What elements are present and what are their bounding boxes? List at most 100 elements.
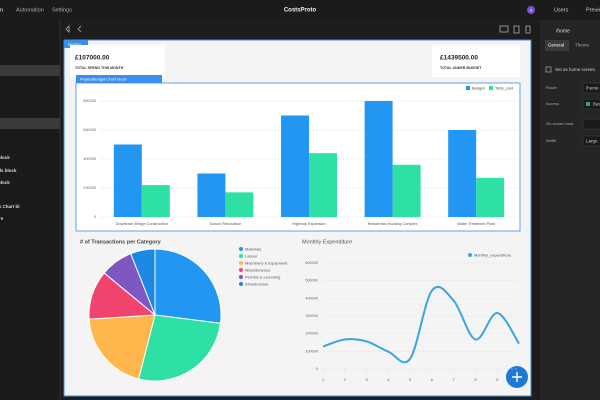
bar <box>448 130 477 217</box>
pie-slice <box>154 248 222 324</box>
legend-swatch <box>239 282 243 286</box>
pie-slice <box>88 314 156 380</box>
x-tick-label: Downtown Bridge Construction <box>116 222 168 226</box>
y-tick-label: 0 <box>94 215 96 219</box>
checkbox-label[interactable]: Set as home screen <box>555 67 596 72</box>
panel-tab[interactable]: General <box>548 43 564 48</box>
nav-tab[interactable]: Automation <box>16 7 44 13</box>
chart-title: Monthly Expenditure <box>302 239 352 245</box>
bar <box>309 153 337 217</box>
field-label: Width <box>546 138 556 143</box>
y-tick-label: 800000 <box>83 99 96 103</box>
bar <box>476 177 505 217</box>
card-label: TOTAL SPEND THIS MONTH <box>75 66 124 70</box>
legend-swatch <box>239 275 243 279</box>
x-tick-label: 1 <box>322 377 325 382</box>
y-tick-label: 600000 <box>83 128 96 132</box>
access-select[interactable] <box>582 98 600 110</box>
onload-input[interactable] <box>582 118 600 130</box>
y-tick-label: 400000 <box>83 157 96 161</box>
card-value: £107000.00 <box>75 55 110 62</box>
field-label: Access <box>546 101 559 106</box>
card <box>432 45 520 77</box>
preview-button[interactable]: Preview <box>586 7 600 13</box>
pie-slice <box>130 248 156 316</box>
legend-label[interactable]: Materials <box>245 247 261 252</box>
legend-swatch <box>489 86 493 90</box>
field-value[interactable]: Basic <box>593 102 600 107</box>
row-highlight <box>0 118 60 129</box>
x-tick-label: School Renovation <box>209 222 241 226</box>
component-item[interactable]: ions Chart bl <box>0 204 20 209</box>
chart-title: # of Transactions per Category <box>80 239 162 245</box>
field-value[interactable]: /home <box>586 86 599 91</box>
access-icon <box>586 102 590 106</box>
x-tick-label: Highway Expansion <box>292 222 325 226</box>
bar <box>225 192 254 217</box>
y-tick-label: 100000 <box>305 349 318 353</box>
legend-label[interactable]: Budget <box>472 86 486 91</box>
panel-tab[interactable]: Theme <box>575 43 590 48</box>
bar <box>141 185 170 217</box>
width-select[interactable] <box>582 135 600 147</box>
legend-label[interactable]: Labour <box>245 254 258 259</box>
route-input[interactable] <box>582 82 600 94</box>
screen-label: Screen <box>68 42 81 47</box>
nav-tab[interactable]: Settings <box>52 7 72 13</box>
legend-label[interactable]: Infrastructure <box>245 282 269 287</box>
card-value: £1439500.00 <box>440 55 478 62</box>
legend-label[interactable]: Total_cost <box>495 86 514 91</box>
users-button[interactable]: Users <box>554 7 569 13</box>
x-tick-label: 5 <box>409 377 412 382</box>
pie-slice <box>137 314 222 382</box>
component-item[interactable]: block <box>0 180 10 185</box>
component-item[interactable]: ards block <box>0 168 17 173</box>
legend-swatch <box>239 247 243 251</box>
screen-title: /home <box>556 28 570 34</box>
y-tick-label: 500000 <box>305 279 318 283</box>
screen-tag <box>64 40 88 48</box>
app-name: CostsProto <box>284 8 317 14</box>
y-tick-label: 400000 <box>305 296 318 300</box>
y-tick-label: 600000 <box>305 261 318 265</box>
x-tick-label: 4 <box>387 377 390 382</box>
legend-label[interactable]: Monthly_expenditure <box>474 253 512 258</box>
left-panel <box>0 20 60 400</box>
bar <box>392 164 421 217</box>
legend-label[interactable]: Miscellaneous <box>245 268 270 273</box>
x-tick-label: 9 <box>496 377 499 382</box>
component-item[interactable]: block <box>0 155 10 160</box>
card-label: TOTAL UNDER BUDGET <box>440 66 482 70</box>
legend-swatch <box>468 253 472 257</box>
legend-label[interactable]: Machinery & Equipment <box>245 261 288 266</box>
card <box>70 45 165 77</box>
legend-swatch <box>239 254 243 258</box>
x-tick-label: Residential Housing Complex <box>368 222 418 226</box>
x-tick-label: 8 <box>474 377 477 382</box>
avatar-letter: A <box>530 8 533 13</box>
right-panel <box>540 20 600 400</box>
field-label: On screen load <box>546 121 573 126</box>
block-label: ProjectBudget Chart block <box>80 77 126 82</box>
y-tick-label: 200000 <box>305 332 318 336</box>
legend-swatch <box>239 261 243 265</box>
legend-label[interactable]: Permits & Licensing <box>245 275 280 280</box>
fab-plus <box>512 372 522 382</box>
toolbar-icons <box>65 25 531 34</box>
avatar <box>527 6 535 14</box>
legend-swatch <box>466 86 470 90</box>
block-tag <box>76 75 162 83</box>
component-item[interactable]: re <box>0 216 4 221</box>
bar <box>113 144 142 217</box>
x-tick-label: 3 <box>365 377 368 382</box>
field-value[interactable]: Large <box>586 139 598 144</box>
y-tick-label: 0 <box>316 367 318 371</box>
row-highlight <box>0 65 60 76</box>
nav-tab[interactable]: Design <box>0 7 3 13</box>
x-tick-label: 6 <box>431 377 434 382</box>
bar <box>364 101 393 217</box>
checkbox[interactable] <box>545 66 552 73</box>
legend-swatch <box>239 268 243 272</box>
